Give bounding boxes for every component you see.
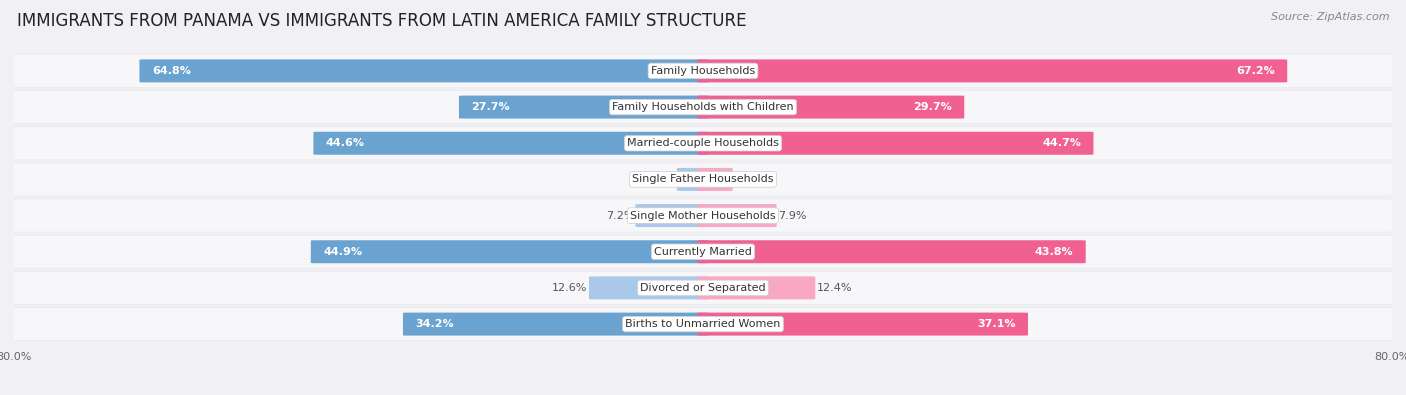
FancyBboxPatch shape bbox=[458, 96, 709, 118]
FancyBboxPatch shape bbox=[11, 91, 1395, 123]
FancyBboxPatch shape bbox=[11, 272, 1395, 304]
FancyBboxPatch shape bbox=[11, 308, 1395, 340]
FancyBboxPatch shape bbox=[697, 240, 1085, 263]
Text: 2.4%: 2.4% bbox=[647, 175, 675, 184]
FancyBboxPatch shape bbox=[676, 168, 709, 191]
Text: Source: ZipAtlas.com: Source: ZipAtlas.com bbox=[1271, 12, 1389, 22]
FancyBboxPatch shape bbox=[4, 162, 1402, 197]
FancyBboxPatch shape bbox=[314, 132, 709, 155]
Text: 12.4%: 12.4% bbox=[817, 283, 852, 293]
FancyBboxPatch shape bbox=[697, 96, 965, 118]
FancyBboxPatch shape bbox=[697, 276, 815, 299]
FancyBboxPatch shape bbox=[11, 55, 1395, 87]
FancyBboxPatch shape bbox=[4, 271, 1402, 305]
Text: 44.9%: 44.9% bbox=[323, 247, 363, 257]
Text: 29.7%: 29.7% bbox=[912, 102, 952, 112]
Text: Divorced or Separated: Divorced or Separated bbox=[640, 283, 766, 293]
Text: 43.8%: 43.8% bbox=[1035, 247, 1073, 257]
Text: 67.2%: 67.2% bbox=[1236, 66, 1275, 76]
Legend: Immigrants from Panama, Immigrants from Latin America: Immigrants from Panama, Immigrants from … bbox=[517, 391, 889, 395]
FancyBboxPatch shape bbox=[4, 90, 1402, 124]
Text: 7.2%: 7.2% bbox=[606, 211, 634, 220]
Text: 37.1%: 37.1% bbox=[977, 319, 1015, 329]
FancyBboxPatch shape bbox=[4, 54, 1402, 88]
FancyBboxPatch shape bbox=[11, 127, 1395, 159]
Text: 2.8%: 2.8% bbox=[734, 175, 762, 184]
Text: Single Mother Households: Single Mother Households bbox=[630, 211, 776, 220]
FancyBboxPatch shape bbox=[697, 168, 733, 191]
Text: 7.9%: 7.9% bbox=[778, 211, 807, 220]
Text: 12.6%: 12.6% bbox=[553, 283, 588, 293]
FancyBboxPatch shape bbox=[697, 204, 776, 227]
FancyBboxPatch shape bbox=[139, 59, 709, 83]
FancyBboxPatch shape bbox=[636, 204, 709, 227]
Text: 44.7%: 44.7% bbox=[1042, 138, 1081, 148]
FancyBboxPatch shape bbox=[589, 276, 709, 299]
FancyBboxPatch shape bbox=[4, 198, 1402, 233]
FancyBboxPatch shape bbox=[311, 240, 709, 263]
Text: IMMIGRANTS FROM PANAMA VS IMMIGRANTS FROM LATIN AMERICA FAMILY STRUCTURE: IMMIGRANTS FROM PANAMA VS IMMIGRANTS FRO… bbox=[17, 12, 747, 30]
FancyBboxPatch shape bbox=[697, 312, 1028, 336]
FancyBboxPatch shape bbox=[697, 132, 1094, 155]
FancyBboxPatch shape bbox=[4, 235, 1402, 269]
Text: 34.2%: 34.2% bbox=[415, 319, 454, 329]
Text: Family Households with Children: Family Households with Children bbox=[612, 102, 794, 112]
FancyBboxPatch shape bbox=[404, 312, 709, 336]
Text: 44.6%: 44.6% bbox=[326, 138, 364, 148]
FancyBboxPatch shape bbox=[11, 199, 1395, 232]
FancyBboxPatch shape bbox=[4, 307, 1402, 341]
Text: Currently Married: Currently Married bbox=[654, 247, 752, 257]
Text: Family Households: Family Households bbox=[651, 66, 755, 76]
FancyBboxPatch shape bbox=[697, 59, 1288, 83]
FancyBboxPatch shape bbox=[11, 163, 1395, 196]
Text: 27.7%: 27.7% bbox=[471, 102, 510, 112]
Text: Married-couple Households: Married-couple Households bbox=[627, 138, 779, 148]
Text: Single Father Households: Single Father Households bbox=[633, 175, 773, 184]
Text: 64.8%: 64.8% bbox=[152, 66, 191, 76]
Text: Births to Unmarried Women: Births to Unmarried Women bbox=[626, 319, 780, 329]
FancyBboxPatch shape bbox=[4, 126, 1402, 160]
FancyBboxPatch shape bbox=[11, 236, 1395, 268]
